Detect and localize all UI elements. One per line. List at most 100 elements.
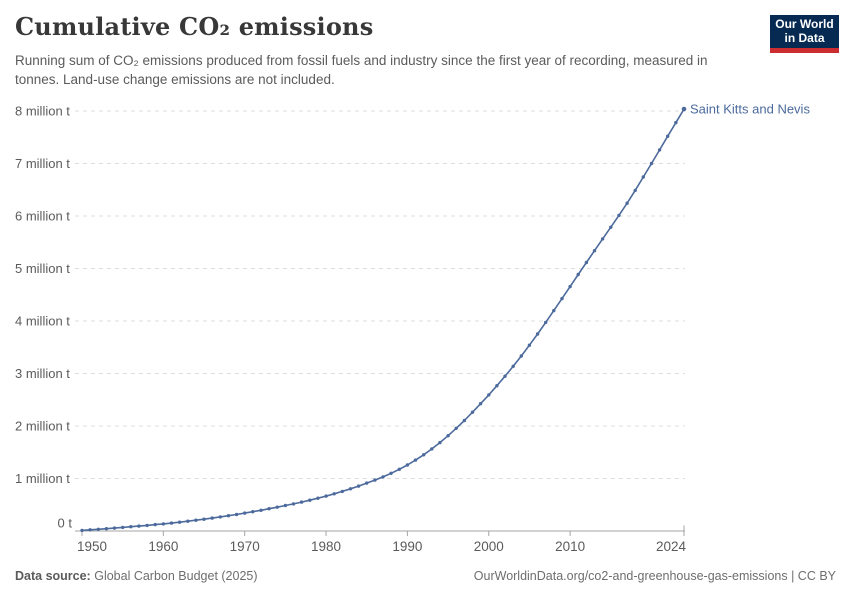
data-point	[454, 426, 458, 430]
data-point	[503, 374, 507, 378]
x-tick-label: 2000	[474, 539, 504, 554]
data-point	[592, 249, 597, 253]
data-point	[96, 527, 101, 531]
y-tick-label: 3 million t	[15, 366, 70, 381]
chart-header: Cumulative CO₂ emissions Running sum of …	[15, 12, 755, 89]
x-tick-label: 1960	[148, 539, 178, 554]
data-point	[422, 453, 426, 457]
data-point	[478, 402, 483, 406]
chart-canvas[interactable]: 0 t 1 million t 2 million t 3 million t 4 mi…	[0, 95, 850, 565]
y-tick-label: 0 t	[58, 516, 73, 531]
data-point	[641, 175, 645, 179]
y-tick-label: 6 million t	[15, 209, 70, 224]
data-point	[88, 528, 92, 532]
data-point	[625, 201, 629, 205]
data-point	[324, 494, 328, 498]
data-point	[104, 527, 109, 531]
data-point	[560, 296, 564, 301]
data-point	[657, 148, 662, 152]
data-point	[348, 487, 353, 491]
data-point	[291, 502, 296, 506]
data-point	[275, 505, 279, 509]
data-point	[186, 519, 190, 523]
data-point-end	[681, 106, 687, 112]
chart-subtitle: Running sum of CO₂ emissions produced fr…	[15, 53, 708, 87]
data-point	[397, 467, 401, 471]
data-point	[316, 496, 320, 500]
data-point	[340, 489, 344, 494]
data-point	[535, 332, 540, 336]
y-tick-label: 5 million t	[15, 261, 70, 276]
data-point	[234, 512, 239, 517]
owid-logo[interactable]: Our World in Data	[770, 15, 839, 53]
data-point	[177, 520, 182, 524]
data-point	[161, 522, 166, 526]
x-tick-label: 1980	[311, 539, 341, 554]
data-source: Data source: Global Carbon Budget (2025)	[15, 568, 258, 584]
data-point	[137, 524, 141, 528]
data-point	[243, 511, 247, 515]
data-point	[666, 134, 670, 138]
series-end-label[interactable]: Saint Kitts and Nevis	[690, 102, 810, 117]
data-point	[674, 120, 678, 125]
data-point	[405, 463, 410, 467]
data-point	[495, 384, 499, 388]
data-point	[462, 418, 467, 423]
data-point	[544, 320, 548, 325]
data-point	[487, 393, 491, 397]
chart-title: Cumulative CO₂ emissions	[15, 12, 374, 41]
data-point	[218, 515, 222, 519]
data-point	[267, 507, 271, 511]
data-point	[194, 518, 198, 522]
emissions-line	[81, 108, 685, 532]
data-point	[470, 410, 475, 414]
owid-url-link[interactable]: OurWorldinData.org/co2-and-greenhouse-ga…	[473, 569, 836, 583]
data-point	[373, 478, 377, 482]
data-point	[80, 528, 84, 533]
y-tick-label: 4 million t	[15, 314, 70, 329]
owid-logo-line1: Our World	[775, 17, 834, 31]
x-tick-label: 2024	[656, 539, 687, 554]
y-tick-label: 8 million t	[15, 104, 70, 119]
data-point	[381, 475, 385, 479]
data-point	[609, 225, 613, 229]
x-tick-label: 1990	[392, 539, 422, 554]
data-point	[389, 471, 393, 475]
data-point	[226, 514, 231, 518]
chart-footer: Data source: Global Carbon Budget (2025)…	[15, 568, 836, 584]
data-source-label: Data source:	[15, 569, 91, 583]
data-point	[283, 503, 288, 508]
data-point	[576, 272, 580, 277]
data-point	[202, 517, 206, 521]
y-tick-label: 7 million t	[15, 156, 70, 171]
data-source-value: Global Carbon Budget (2025)	[94, 569, 258, 583]
data-point	[649, 161, 654, 166]
data-point	[332, 492, 336, 496]
data-point	[145, 523, 149, 528]
data-point	[308, 498, 312, 502]
data-point	[112, 526, 117, 530]
data-point	[527, 343, 532, 347]
owid-logo-line2: in Data	[784, 30, 825, 45]
y-tick-label: 2 million t	[15, 419, 70, 434]
data-point	[438, 440, 442, 445]
data-point	[356, 484, 361, 488]
data-point	[519, 354, 523, 358]
data-point	[365, 481, 369, 485]
data-point	[446, 434, 450, 438]
data-point	[600, 237, 605, 241]
data-point	[299, 500, 304, 504]
data-point	[633, 188, 637, 193]
y-tick-label: 1 million t	[15, 471, 70, 486]
data-point	[169, 521, 174, 525]
data-point	[259, 508, 263, 512]
x-tick-label: 1970	[230, 539, 260, 554]
data-point	[413, 458, 418, 462]
data-point	[511, 364, 515, 368]
data-point	[251, 510, 255, 514]
x-tick-label: 1950	[77, 539, 107, 554]
data-point	[617, 213, 621, 218]
data-point	[129, 525, 133, 529]
data-point	[568, 284, 572, 289]
data-point	[430, 447, 434, 451]
